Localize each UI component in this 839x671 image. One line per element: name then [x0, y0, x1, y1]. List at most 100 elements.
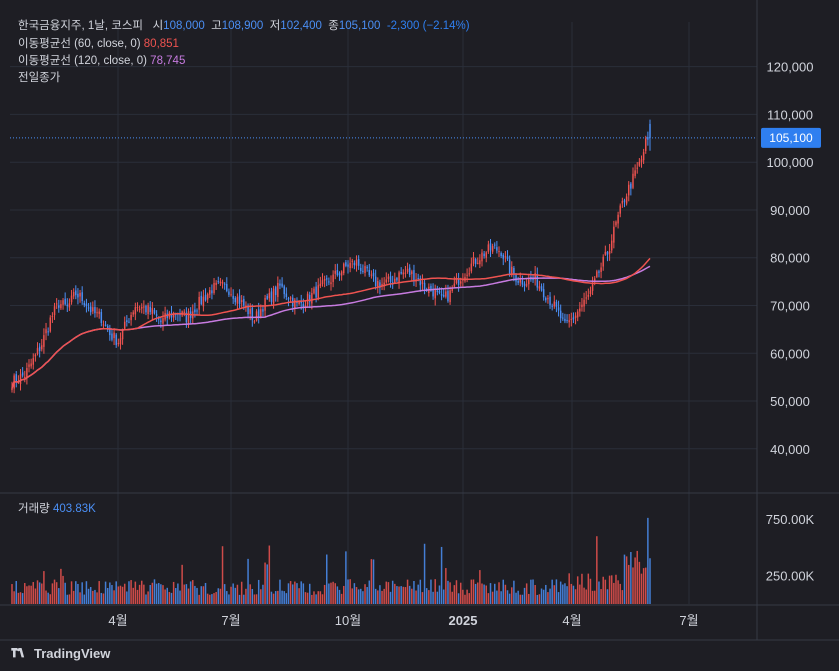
volume-bar [553, 585, 556, 604]
volume-bar [194, 585, 196, 604]
candle-body [81, 292, 83, 302]
candle-body [562, 317, 564, 319]
footer-brand[interactable]: TradingView [10, 646, 110, 661]
candle-body [538, 286, 541, 289]
volume-bar [172, 581, 175, 604]
volume-bar [60, 568, 62, 604]
legend-ma60[interactable]: 이동평균선 (60, close, 0) 80,851 [18, 37, 179, 51]
candle-body [100, 312, 103, 323]
candle-body [489, 243, 492, 251]
candle-body [466, 274, 468, 276]
volume-bar [43, 571, 45, 604]
candle-body [102, 324, 105, 326]
candle-body [640, 159, 643, 162]
candle-body [213, 282, 215, 293]
volume-bar [617, 580, 619, 604]
candle-body [289, 297, 292, 299]
volume-bar [353, 583, 356, 604]
volume-bar [640, 573, 643, 604]
grid-lines [0, 0, 839, 641]
volume-bar [332, 581, 334, 604]
candle-body [385, 279, 388, 283]
candle-body [581, 304, 583, 307]
volume-bar [440, 546, 443, 604]
last-price-tag: 105,100 [761, 127, 821, 148]
candle-body [383, 282, 385, 286]
volume-bar [589, 578, 592, 604]
volume-bar [343, 585, 345, 604]
legend-prev-close[interactable]: 전일종가 [18, 71, 60, 85]
x-tick-label: 10월 [335, 613, 361, 628]
candle-body [153, 309, 156, 314]
volume-bar [521, 594, 524, 604]
volume-bar [72, 590, 75, 604]
candle-body [209, 290, 211, 295]
candle-body [389, 276, 392, 282]
volume-bar [357, 589, 360, 604]
candle-body [440, 294, 443, 296]
x-tick-label: 4월 [108, 613, 127, 628]
volume-bar [483, 584, 485, 604]
candle-body [434, 290, 436, 299]
volume-bar [602, 576, 604, 604]
volume-bar [143, 584, 145, 604]
volume-bar [75, 581, 77, 604]
candle-body [62, 300, 64, 305]
candle-body [121, 329, 124, 340]
candle-body [151, 308, 154, 315]
candle-body [328, 281, 330, 283]
volume-bar [157, 583, 160, 604]
candle-body [321, 280, 324, 285]
volume-bar [177, 583, 179, 604]
candle-body [24, 376, 26, 378]
legend-ma120[interactable]: 이동평균선 (120, close, 0) 78,745 [18, 54, 185, 68]
volume-bar [168, 592, 171, 604]
candle-body [598, 271, 600, 273]
candle-body [340, 271, 343, 276]
volume-bar [447, 580, 449, 604]
candle-body [606, 251, 609, 255]
candle-body [89, 306, 92, 313]
volume-bar [319, 591, 322, 604]
volume-bar [632, 567, 634, 604]
legend-volume[interactable]: 거래량 403.83K [18, 502, 96, 516]
candle-body [621, 201, 624, 204]
volume-bar [362, 591, 364, 604]
volume-bar [311, 594, 313, 604]
volume-bar [277, 590, 279, 604]
candle-body [334, 270, 336, 274]
candle-body [423, 282, 426, 289]
candle-body [170, 313, 173, 318]
volume-bar [77, 583, 79, 604]
volume-bar [179, 590, 181, 604]
volume-bar [289, 581, 292, 604]
volume-tick-label: 250.00K [766, 569, 815, 584]
y-tick-label: 100,000 [767, 155, 814, 170]
volume-bar [328, 583, 330, 604]
candle-body [634, 170, 636, 176]
volume-bar [451, 591, 453, 604]
candle-body [272, 288, 275, 304]
candle-body [638, 161, 641, 166]
volume-bar [425, 588, 428, 604]
volume-bar [634, 557, 636, 604]
candle-body [377, 280, 379, 288]
volume-bar [296, 583, 298, 604]
candle-body [183, 311, 186, 314]
volume-bar [219, 588, 222, 604]
candle-body [317, 285, 319, 299]
volume-bar [274, 591, 277, 604]
volume-bar [432, 591, 434, 604]
volume-bar [270, 591, 273, 604]
volume-bar [45, 590, 47, 604]
volume-bar [389, 591, 392, 604]
candle-body [230, 294, 232, 296]
candle-body [140, 306, 143, 309]
volume-bar [572, 585, 575, 604]
candle-body [185, 312, 188, 323]
candle-body [260, 309, 262, 318]
volume-bar [228, 594, 230, 604]
volume-bar [502, 579, 505, 604]
volume-bar [387, 582, 390, 604]
